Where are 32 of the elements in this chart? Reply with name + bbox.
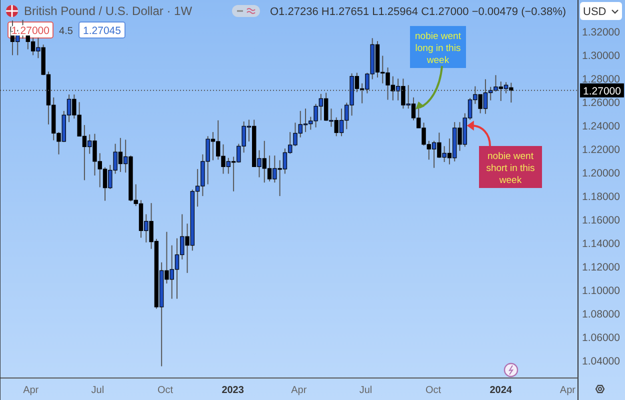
y-tick-label: 1.28000	[582, 74, 620, 86]
x-tick-label: Apr	[291, 385, 308, 396]
y-tick-label: 1.24000	[582, 120, 620, 133]
y-tick-label: 1.10000	[582, 284, 620, 297]
x-tick-label: Oct	[157, 385, 174, 396]
y-tick-label: 1.06000	[582, 332, 620, 344]
y-tick-label: 1.04000	[582, 355, 620, 368]
annotation: nobie went long in this week	[415, 31, 462, 66]
text: USD	[583, 6, 606, 18]
x-tick-label: Jul	[359, 385, 372, 396]
y-tick-label: 1.20000	[582, 168, 620, 180]
ref-line-label: 1.27000	[583, 85, 622, 98]
chart-title: British Pound / U.S. Dollar · 1W	[24, 4, 193, 18]
x-tick-label: Oct	[426, 385, 442, 396]
y-tick-label: 1.30000	[582, 50, 620, 62]
annotation: 4.5	[59, 26, 74, 37]
y-tick-label: 1.16000	[582, 214, 620, 227]
y-tick-label: 1.18000	[582, 191, 620, 204]
y-tick-label: 1.12000	[582, 261, 620, 274]
annotation: O1.27236 H1.27651 L1.25964 C1.27000 −0.00479 (−0.38%)	[270, 6, 566, 18]
y-tick-label: 1.26000	[582, 97, 620, 110]
x-tick-label: 2024	[490, 385, 512, 396]
y-tick-label: 1.22000	[582, 144, 620, 156]
x-tick-label: Jul	[91, 385, 104, 396]
x-tick-label: Apr	[23, 385, 40, 396]
y-tick-label: 1.32000	[582, 26, 620, 39]
x-tick-label: 2023	[222, 385, 244, 396]
x-tick-label: Apr	[560, 385, 576, 396]
annotation: nobie went short in this week	[486, 151, 536, 186]
y-tick-label: 1.14000	[582, 238, 620, 250]
y-tick-label: 1.08000	[582, 308, 620, 320]
annotation: 1.27045	[83, 25, 122, 37]
